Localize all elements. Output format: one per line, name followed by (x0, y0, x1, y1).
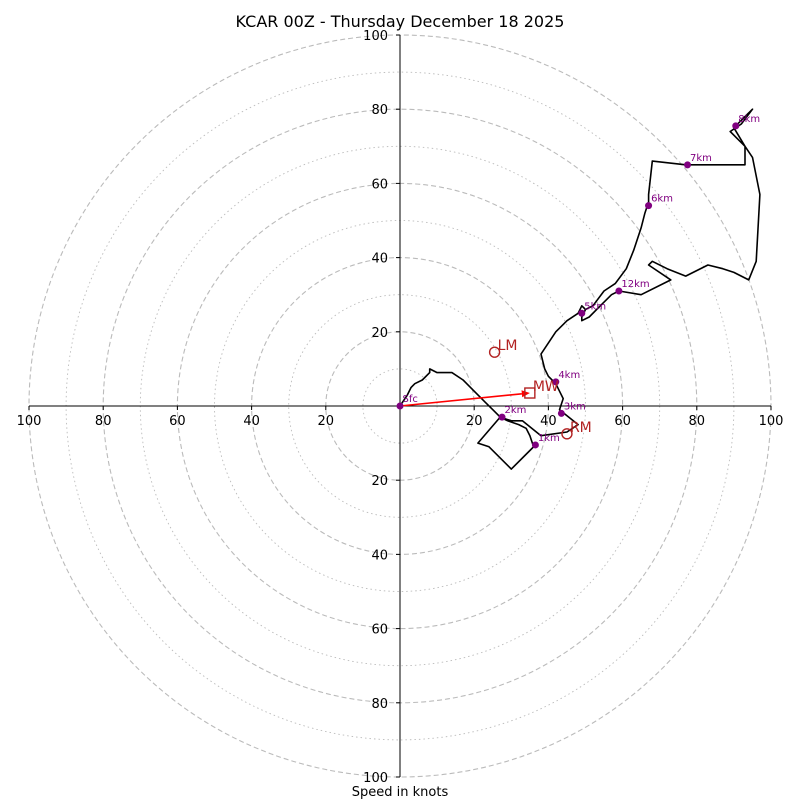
tick-label-left: 20 (318, 414, 335, 429)
height-label-7km: 7km (690, 153, 712, 164)
tick-label-left: 60 (169, 414, 186, 429)
tick-labels: 20 40 60 80 100 20 40 60 80 100 20 40 60 80 100 20 40 60 8… (17, 29, 784, 786)
storm-motion-marker-RM (561, 428, 573, 440)
chart-title: KCAR 00Z - Thursday December 18 2025 (236, 12, 565, 31)
tick-label-down: 60 (371, 623, 388, 638)
height-marker-2km (498, 413, 506, 421)
height-label-5km: 5km (584, 301, 606, 312)
height-marker-5km (578, 309, 586, 317)
tick-label-left: 80 (95, 414, 112, 429)
storm-motions: LM RM MW (488, 338, 592, 440)
tick-label-right: 40 (540, 414, 557, 429)
height-marker-12km (615, 287, 623, 295)
mean-wind-arrow-head (521, 390, 530, 398)
storm-motion-label-RM: RM (570, 420, 592, 436)
tick-label-up: 20 (371, 326, 388, 341)
height-label-4km: 4km (558, 370, 580, 381)
tick-label-left: 40 (243, 414, 260, 429)
storm-motion-label-LM: LM (498, 338, 518, 354)
tick-label-down: 20 (371, 474, 388, 489)
x-axis-label: Speed in knots (352, 785, 449, 800)
height-label-12km: 12km (621, 279, 649, 290)
tick-label-right: 100 (759, 414, 784, 429)
tick-label-up: 100 (363, 29, 388, 44)
tick-label-down: 80 (371, 697, 388, 712)
height-label-8km: 8km (738, 114, 760, 125)
height-marker-8km (732, 122, 740, 130)
mean-wind-vector (399, 390, 530, 407)
tick-label-right: 60 (614, 414, 631, 429)
tick-label-right: 80 (689, 414, 706, 429)
tick-label-left: 100 (17, 414, 42, 429)
height-label-6km: 6km (651, 194, 673, 205)
height-marker-Sfc (396, 402, 404, 410)
height-markers: Sfc 1km 2km 3km 4km 5km 6km 7km 8km 12km (396, 114, 760, 449)
height-marker-4km (552, 378, 560, 386)
height-label-3km: 3km (564, 401, 586, 412)
tick-label-down: 100 (363, 771, 388, 786)
tick-label-down: 40 (371, 548, 388, 563)
storm-motion-marker-MW (524, 387, 536, 399)
height-marker-1km (531, 441, 539, 449)
height-marker-7km (684, 161, 692, 169)
height-label-2km: 2km (505, 405, 527, 416)
storm-motion-marker-LM (488, 346, 501, 358)
mean-wind-arrow-shaft (399, 393, 522, 407)
height-marker-6km (645, 202, 653, 210)
tick-label-up: 60 (371, 177, 388, 192)
height-label-Sfc: Sfc (403, 394, 418, 405)
height-marker-3km (557, 409, 565, 417)
tick-label-right: 20 (466, 414, 483, 429)
height-label-1km: 1km (538, 433, 560, 444)
storm-motion-label-MW: MW (533, 379, 559, 395)
tick-label-up: 80 (371, 103, 388, 118)
tick-label-up: 40 (371, 252, 388, 267)
